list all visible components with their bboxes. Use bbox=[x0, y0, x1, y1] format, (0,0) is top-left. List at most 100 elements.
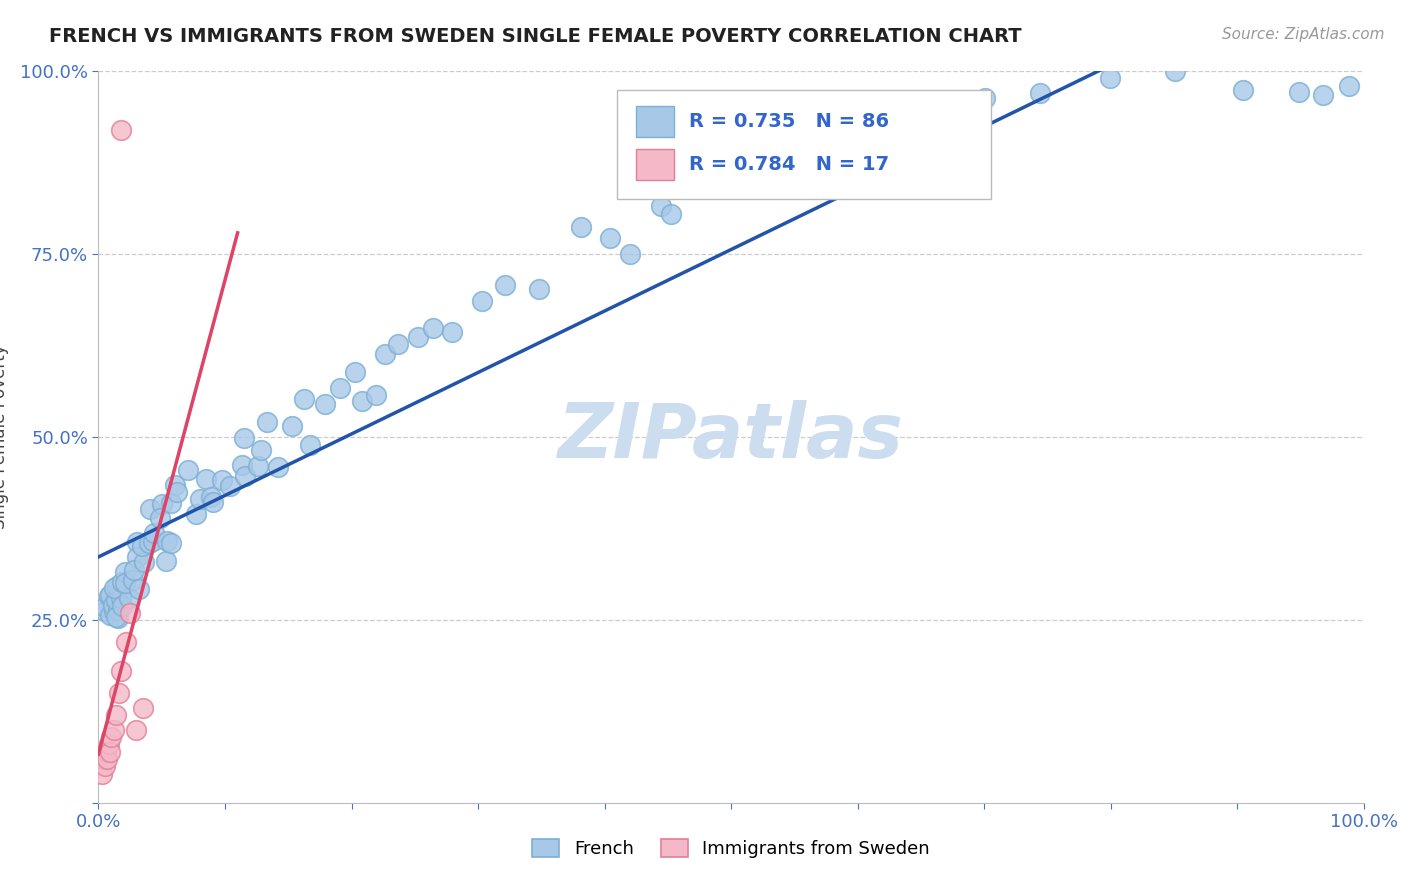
Point bbox=[94, 599, 117, 614]
FancyBboxPatch shape bbox=[636, 149, 675, 179]
Point bbox=[107, 603, 129, 617]
Point bbox=[527, 282, 550, 296]
Point bbox=[110, 591, 132, 605]
Point bbox=[329, 381, 352, 395]
Point bbox=[143, 525, 166, 540]
Point bbox=[104, 593, 127, 607]
Point bbox=[97, 737, 120, 751]
Point bbox=[845, 145, 868, 160]
Point bbox=[494, 278, 516, 293]
Point bbox=[103, 581, 125, 595]
Point bbox=[188, 491, 211, 506]
Point bbox=[125, 534, 148, 549]
Text: Source: ZipAtlas.com: Source: ZipAtlas.com bbox=[1222, 27, 1385, 42]
Text: ZIPatlas: ZIPatlas bbox=[558, 401, 904, 474]
Point bbox=[104, 609, 127, 624]
Point bbox=[155, 554, 177, 568]
Point bbox=[211, 473, 233, 487]
Point bbox=[122, 573, 145, 587]
Point bbox=[723, 153, 745, 167]
Point bbox=[659, 206, 682, 220]
Point bbox=[100, 730, 122, 744]
Point bbox=[159, 536, 181, 550]
Point bbox=[125, 723, 148, 737]
Point bbox=[218, 479, 240, 493]
Point bbox=[202, 495, 225, 509]
Point bbox=[267, 459, 290, 474]
Point bbox=[138, 536, 160, 550]
Point bbox=[131, 539, 153, 553]
Point bbox=[1312, 87, 1334, 102]
Point bbox=[352, 394, 374, 409]
Point bbox=[110, 123, 132, 137]
Point bbox=[98, 607, 121, 622]
Point bbox=[110, 664, 132, 678]
Point bbox=[783, 123, 806, 137]
Point bbox=[422, 321, 444, 335]
Point bbox=[406, 330, 429, 344]
Point bbox=[125, 549, 148, 564]
Point bbox=[91, 766, 114, 780]
Point bbox=[128, 582, 150, 597]
Point bbox=[387, 337, 409, 351]
Point bbox=[441, 326, 464, 340]
Point bbox=[231, 458, 253, 472]
Point bbox=[1098, 71, 1121, 86]
Text: FRENCH VS IMMIGRANTS FROM SWEDEN SINGLE FEMALE POVERTY CORRELATION CHART: FRENCH VS IMMIGRANTS FROM SWEDEN SINGLE … bbox=[49, 27, 1022, 45]
Point bbox=[650, 199, 672, 213]
Point bbox=[364, 388, 387, 402]
Point bbox=[314, 397, 336, 411]
Point bbox=[114, 576, 136, 591]
Point bbox=[471, 294, 494, 309]
FancyBboxPatch shape bbox=[617, 90, 990, 200]
Point bbox=[156, 534, 179, 549]
FancyBboxPatch shape bbox=[636, 106, 675, 137]
Point bbox=[94, 745, 117, 759]
Point bbox=[232, 431, 254, 445]
Point bbox=[374, 347, 396, 361]
Point bbox=[105, 579, 128, 593]
Point bbox=[246, 458, 269, 473]
Point bbox=[93, 752, 115, 766]
Point bbox=[132, 700, 155, 714]
Point bbox=[184, 507, 207, 521]
Point bbox=[599, 231, 621, 245]
Legend: French, Immigrants from Sweden: French, Immigrants from Sweden bbox=[523, 830, 939, 867]
Point bbox=[177, 463, 200, 477]
Point bbox=[96, 752, 118, 766]
Point bbox=[1339, 79, 1361, 94]
Text: R = 0.784   N = 17: R = 0.784 N = 17 bbox=[689, 154, 890, 174]
Point bbox=[299, 437, 322, 451]
Point bbox=[105, 708, 128, 723]
Point bbox=[103, 603, 125, 617]
Point bbox=[120, 606, 141, 620]
Point bbox=[166, 485, 188, 500]
Point bbox=[1232, 83, 1254, 97]
Point bbox=[233, 468, 256, 483]
Point bbox=[149, 511, 172, 525]
Point bbox=[122, 563, 145, 577]
Point bbox=[200, 491, 222, 505]
Point bbox=[344, 365, 367, 379]
Point bbox=[250, 443, 273, 458]
Point bbox=[115, 635, 138, 649]
Point bbox=[101, 598, 124, 612]
Point bbox=[103, 723, 125, 737]
Point bbox=[105, 590, 128, 604]
Point bbox=[107, 686, 129, 700]
Point bbox=[110, 599, 132, 613]
Point bbox=[1164, 64, 1187, 78]
Point bbox=[619, 247, 641, 261]
Point bbox=[569, 220, 592, 235]
Point bbox=[281, 418, 304, 433]
Point bbox=[194, 472, 217, 486]
Point bbox=[111, 575, 134, 590]
Point bbox=[134, 555, 156, 569]
Y-axis label: Single Female Poverty: Single Female Poverty bbox=[0, 345, 8, 529]
Point bbox=[93, 759, 117, 773]
Text: R = 0.735   N = 86: R = 0.735 N = 86 bbox=[689, 112, 890, 131]
Point bbox=[142, 534, 165, 549]
Point bbox=[150, 497, 173, 511]
Point bbox=[114, 565, 136, 579]
Point bbox=[98, 745, 121, 759]
